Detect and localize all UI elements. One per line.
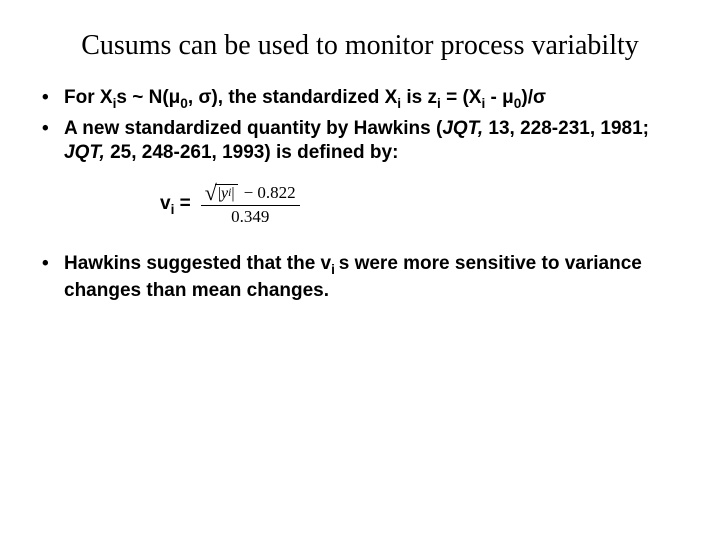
slide-title: Cusums can be used to monitor process va… [30, 30, 690, 62]
bullet-item-2: A new standardized quantity by Hawkins (… [40, 117, 690, 166]
bullet-item-1: For Xis ~ N(μ0, σ), the standardized Xi … [40, 86, 690, 113]
bullet-item-3: Hawkins suggested that the vi s were mor… [40, 252, 690, 303]
fraction: √ |yi| − 0.822 0.349 [201, 184, 300, 226]
text: For X [64, 87, 113, 108]
text: Hawkins suggested that the v [64, 253, 331, 274]
text: 25, 248-261, 1993) is defined by: [105, 142, 399, 163]
text: s ~ N(μ [116, 87, 180, 108]
slide: Cusums can be used to monitor process va… [0, 0, 720, 540]
numerator: √ |yi| − 0.822 [201, 184, 300, 206]
var: y [221, 185, 228, 203]
denominator: 0.349 [231, 206, 269, 227]
bullet-list: For Xis ~ N(μ0, σ), the standardized Xi … [40, 86, 690, 166]
sqrt: √ |yi| [205, 184, 238, 203]
text: 13, 228-231, 1981; [483, 118, 649, 139]
text: = (X [441, 87, 482, 108]
text: v [160, 193, 171, 214]
text: | [231, 185, 234, 203]
sqrt-body: |yi| [215, 184, 238, 203]
formula-lhs: vi = [160, 193, 191, 217]
text: - μ [485, 87, 514, 108]
text: = [174, 193, 190, 214]
text: A new standardized quantity by Hawkins ( [64, 118, 442, 139]
formula: vi = √ |yi| − 0.822 0.349 [160, 184, 690, 226]
journal-abbrev: JQT, [64, 142, 105, 163]
text: , σ), the standardized X [188, 87, 397, 108]
bullet-list-2: Hawkins suggested that the vi s were mor… [40, 252, 690, 303]
text: is z [401, 87, 437, 108]
subscript: 0 [180, 96, 188, 111]
subscript: i [331, 262, 339, 277]
text: − 0.822 [244, 184, 296, 203]
journal-abbrev: JQT, [442, 118, 483, 139]
text: )/σ [521, 87, 546, 108]
